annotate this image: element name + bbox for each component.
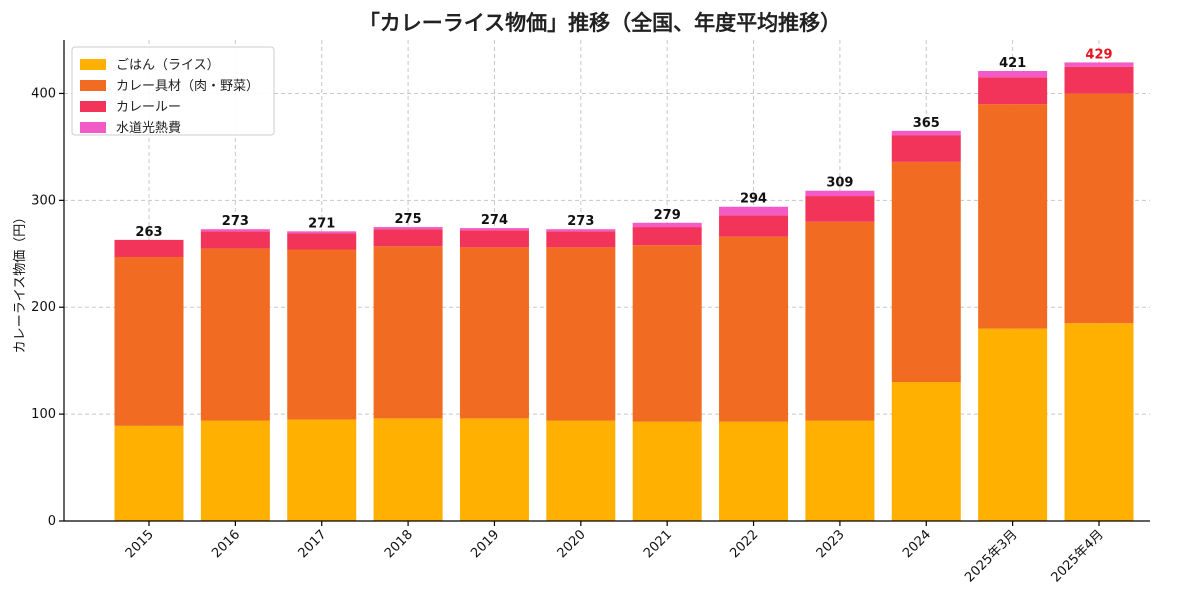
x-tick-label: 2015 [123,527,157,561]
bar-segment-series-2 [978,77,1048,105]
x-tick-label: 2025年3月 [962,527,1020,585]
bar-segment-series-0 [200,420,270,521]
bar-segment-series-2 [373,229,443,247]
bar-segment-series-0 [719,421,789,521]
bar-segment-series-3 [719,206,789,216]
bar-segment-series-1 [459,247,529,419]
x-tick-label: 2020 [555,527,589,561]
bar-segment-series-0 [546,420,616,521]
bar-segment-series-2 [632,227,702,246]
x-tick-label: 2019 [468,527,502,561]
x-tick-label: 2025年4月 [1049,527,1107,585]
bar-segment-series-3 [373,227,443,230]
bar-segment-series-3 [805,190,875,197]
legend-swatch [80,80,106,91]
bar-segment-series-0 [373,418,443,521]
chart-title: 「カレーライス物価」推移（全国、年度平均推移） [359,11,841,35]
bar-segment-series-2 [719,215,789,237]
bar-segment-series-1 [978,104,1048,329]
bar-segment-series-0 [459,418,529,521]
total-label: 429 [1085,47,1112,62]
legend-swatch [80,59,106,70]
legend-frame [71,46,275,136]
bar-segment-series-0 [114,425,184,521]
bar-segment-series-1 [719,236,789,422]
bar-segment-series-3 [891,130,961,136]
y-tick-label: 400 [31,86,56,101]
legend-swatch [80,122,106,133]
legend-label: ごはん（ライス） [116,57,220,73]
x-tick-label: 2018 [382,527,416,561]
bar-segment-series-2 [287,233,357,250]
bar-segment-series-2 [891,135,961,162]
total-label: 279 [654,208,681,223]
bar-segment-series-3 [978,70,1048,78]
total-label: 421 [999,56,1026,71]
y-axis-label: カレーライス物価（円） [13,211,28,354]
bar-segment-series-0 [287,419,357,521]
bar-segment-series-0 [891,382,961,521]
x-tick-label: 2022 [727,527,761,561]
x-tick-label: 2024 [900,527,934,561]
x-tick-label: 2023 [814,527,848,561]
y-tick-label: 200 [31,300,56,315]
bar-segment-series-3 [200,229,270,232]
total-label: 294 [740,192,767,207]
bar-segment-series-2 [805,196,875,222]
bar-segment-series-2 [114,239,184,257]
bar-segment-series-0 [805,420,875,521]
bar-segment-series-3 [632,222,702,228]
total-label: 365 [913,116,940,131]
bar-segment-series-2 [546,231,616,248]
legend-label: 水道光熱費 [116,121,181,136]
bar-segment-series-3 [287,231,357,234]
bar-segment-series-2 [459,230,529,248]
legend-swatch [80,101,106,112]
y-tick-label: 100 [31,407,56,422]
total-label: 263 [135,225,162,240]
bar-segment-series-3 [1064,62,1134,67]
bar-segment-series-3 [459,228,529,231]
bar-segment-series-1 [805,221,875,421]
bar-segment-series-1 [1064,93,1134,324]
bar-segment-series-3 [546,229,616,232]
bar-segment-series-1 [287,249,357,420]
total-label: 273 [222,214,249,229]
total-label: 273 [567,214,594,229]
bar-segment-series-1 [114,256,184,426]
x-tick-label: 2021 [641,527,675,561]
y-tick-label: 300 [31,193,56,208]
bar-segment-series-0 [1064,323,1134,521]
legend-label: カレー具材（肉・野菜） [116,79,259,94]
y-tick-label: 0 [48,514,56,529]
bar-segment-series-1 [632,245,702,422]
bar-segment-series-2 [1064,66,1134,94]
bar-segment-series-0 [978,328,1048,521]
x-tick-label: 2017 [296,527,330,561]
total-label: 274 [481,213,508,228]
bar-segment-series-0 [632,421,702,521]
x-tick-label: 2016 [209,527,243,561]
total-labels: 263 273 271 275 274 273 279 294 309 365 421 429 [135,47,1112,239]
total-label: 309 [826,176,853,191]
total-label: 275 [395,212,422,227]
legend-label: カレールー [116,100,181,115]
bar-segment-series-1 [373,246,443,419]
bar-segment-series-1 [546,247,616,421]
bar-segment-series-1 [891,161,961,383]
total-label: 271 [308,216,335,231]
bar-segment-series-1 [200,248,270,421]
bars [114,62,1134,521]
bar-segment-series-2 [200,231,270,249]
